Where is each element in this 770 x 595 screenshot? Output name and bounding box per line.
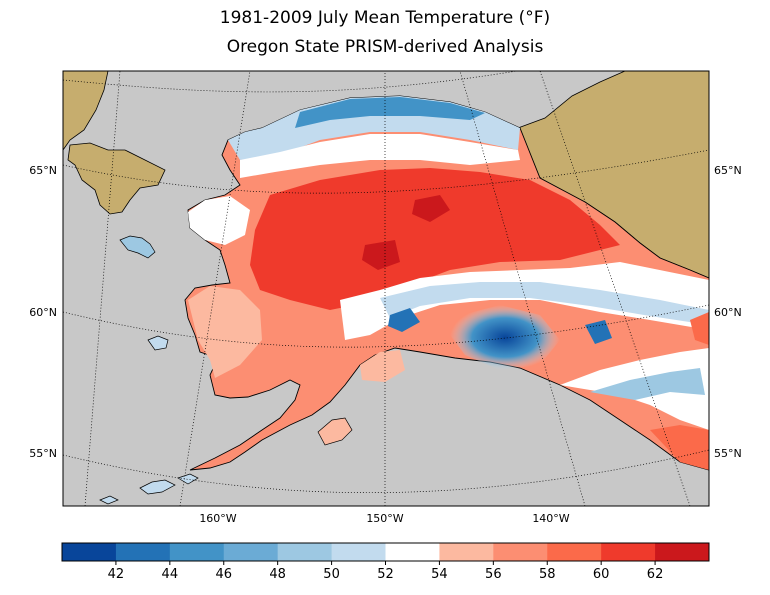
panhandle-warm-coast bbox=[650, 312, 709, 470]
colorbar-tick-label: 54 bbox=[431, 567, 448, 582]
graticule bbox=[63, 71, 709, 506]
colorbar-tick-label: 50 bbox=[323, 567, 340, 582]
colorbar-tick-label: 60 bbox=[593, 567, 610, 582]
kenai-coast-warm bbox=[360, 350, 405, 382]
colorbar-segment bbox=[62, 543, 117, 561]
colorbar-segment bbox=[655, 543, 710, 561]
colorbar-segment bbox=[493, 543, 548, 561]
colorbar bbox=[61, 542, 710, 562]
lon-label-150w: 150°W bbox=[366, 512, 403, 525]
chart-title: 1981-2009 July Mean Temperature (°F) bbox=[219, 8, 551, 28]
kodiak-island bbox=[317, 417, 353, 446]
colorbar-segment bbox=[331, 543, 386, 561]
seward-peninsula-white bbox=[188, 196, 250, 245]
colorbar-tick-label: 44 bbox=[162, 567, 179, 582]
chart-subtitle: Oregon State PRISM-derived Analysis bbox=[226, 37, 544, 57]
map-frame bbox=[62, 70, 710, 507]
lon-label-160w: 160°W bbox=[199, 512, 236, 525]
west-coast-light-warm bbox=[188, 286, 262, 378]
colorbar-tick-label: 52 bbox=[377, 567, 394, 582]
colorbar-segment bbox=[277, 543, 333, 561]
lat-label-left-60: 60°N bbox=[29, 306, 57, 319]
colorbar-tick-label: 62 bbox=[647, 567, 664, 582]
interior-hottest-spots bbox=[362, 195, 450, 270]
panhandle-cool bbox=[590, 368, 705, 400]
lat-label-right-55: 55°N bbox=[714, 447, 742, 460]
colorbar-tick-label: 56 bbox=[485, 567, 502, 582]
chugach-cold-core bbox=[450, 305, 560, 370]
colorbar-tick-label: 58 bbox=[539, 567, 556, 582]
lat-label-left-55: 55°N bbox=[29, 447, 57, 460]
alaska-range-cold-spots bbox=[388, 308, 612, 344]
st-lawrence-island bbox=[119, 235, 156, 259]
aleutian-islands bbox=[99, 473, 199, 505]
colorbar-segment bbox=[439, 543, 494, 561]
alaska-range-light-blue bbox=[380, 282, 709, 325]
colorbar-segment bbox=[385, 543, 440, 561]
colorbar-segment bbox=[547, 543, 602, 561]
chukotka-landmass bbox=[63, 71, 109, 151]
chukotka-peninsula bbox=[67, 142, 166, 215]
colorbar-ticks: 42 44 46 48 50 52 54 56 58 60 62 bbox=[108, 561, 664, 582]
arctic-coast-cold-band bbox=[295, 97, 485, 128]
colorbar-tick-label: 42 bbox=[108, 567, 125, 582]
colorbar-segment bbox=[169, 543, 225, 561]
colorbar-tick-label: 46 bbox=[215, 567, 232, 582]
alaska-range-white-band bbox=[340, 262, 709, 340]
brooks-range-white bbox=[240, 134, 520, 178]
colorbar-segment bbox=[601, 543, 656, 561]
lat-label-left-65: 65°N bbox=[29, 164, 57, 177]
lat-label-right-65: 65°N bbox=[714, 164, 742, 177]
nunivak-island bbox=[147, 335, 169, 351]
lat-label-right-60: 60°N bbox=[714, 306, 742, 319]
interior-hot-core bbox=[250, 168, 620, 310]
lon-label-140w: 140°W bbox=[532, 512, 569, 525]
colorbar-segment bbox=[223, 543, 279, 561]
colorbar-segment bbox=[115, 543, 171, 561]
colorbar-tick-label: 48 bbox=[269, 567, 286, 582]
